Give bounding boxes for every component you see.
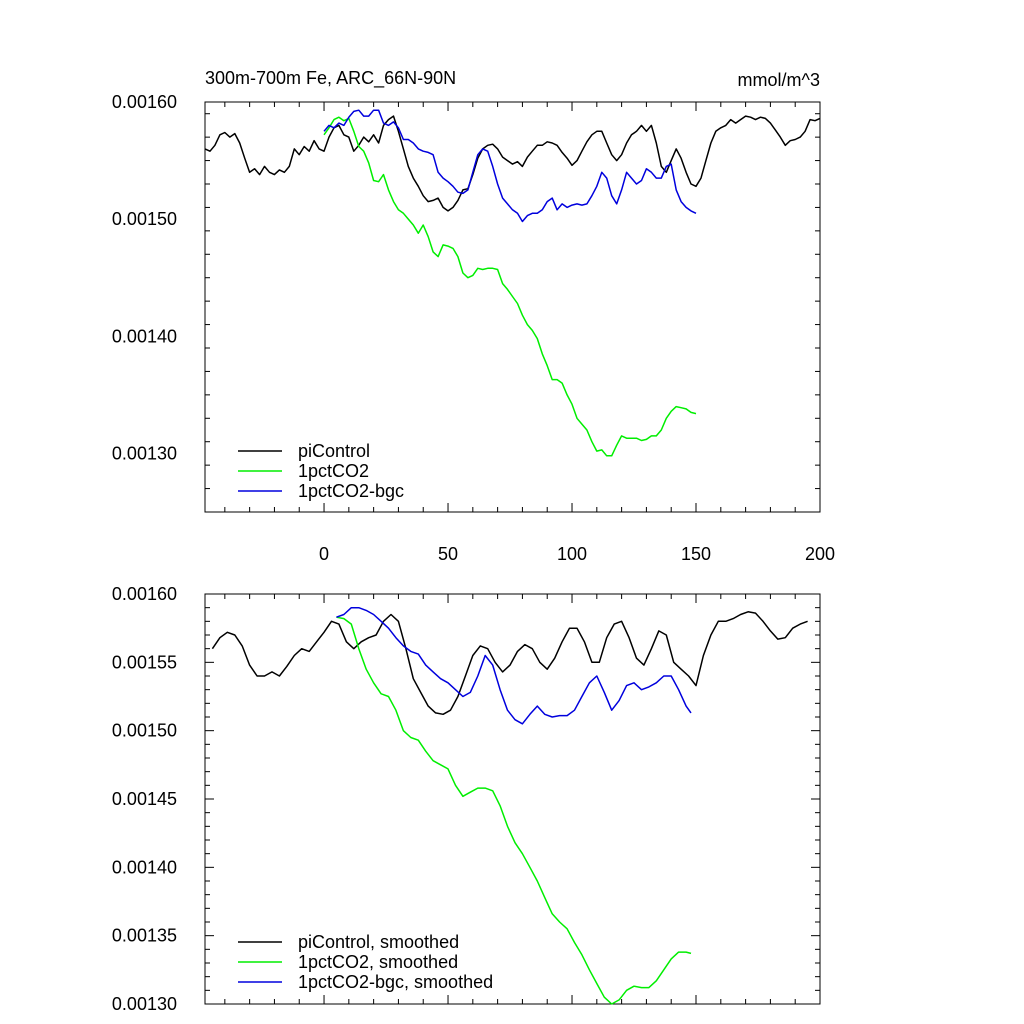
series-line-1pctCO2-bgc: [336, 606, 692, 725]
series-line-piControl: [211, 611, 808, 716]
y-tick-label: 0.00160: [112, 92, 177, 112]
series-line-1pctCO2: [323, 116, 697, 457]
series-lines-bottom: [211, 606, 808, 1005]
y-tick-label: 0.00150: [112, 209, 177, 229]
y-tick-labels-bottom: 0.00130 0.00135 0.00140 0.00145 0.00150 0.001…: [112, 584, 177, 1014]
y-tick-label: 0.00155: [112, 652, 177, 672]
plot-frame-top: [204, 101, 821, 513]
y-tick-label: 0.00130: [112, 994, 177, 1014]
y-tick-label: 0.00130: [112, 443, 177, 463]
y-tick-label: 0.00160: [112, 584, 177, 604]
y-tick-label: 0.00150: [112, 721, 177, 741]
y-tick-label: 0.00140: [112, 326, 177, 346]
x-tick-label: 200: [805, 544, 835, 564]
legend-label: piControl, smoothed: [298, 932, 459, 952]
y-tick-label: 0.00140: [112, 857, 177, 877]
series-line-1pctCO2: [336, 616, 692, 1005]
top-panel: 300m-700m Fe, ARC_66N-90N mmol/m^3 0 50 10…: [112, 68, 835, 564]
y-tick-label: 0.00145: [112, 789, 177, 809]
ticks-top: [205, 102, 821, 513]
x-tick-labels-top: 0 50 100 150 200: [319, 544, 835, 564]
legend-label: 1pctCO2-bgc, smoothed: [298, 972, 493, 992]
y-tick-label: 0.00135: [112, 926, 177, 946]
x-tick-label: 100: [557, 544, 587, 564]
legend-label: 1pctCO2-bgc: [298, 481, 404, 501]
bottom-panel: 0.00130 0.00135 0.00140 0.00145 0.00150 0.001…: [112, 584, 821, 1014]
chart-title: 300m-700m Fe, ARC_66N-90N: [205, 68, 456, 89]
x-tick-label: 50: [438, 544, 458, 564]
y-tick-labels-top: 0.00130 0.00140 0.00150 0.00160: [112, 92, 177, 463]
x-tick-label: 0: [319, 544, 329, 564]
units-label: mmol/m^3: [738, 70, 820, 90]
series-lines-top: [204, 109, 821, 457]
series-line-1pctCO2-bgc: [323, 109, 697, 223]
series-line-piControl: [204, 115, 821, 212]
x-tick-label: 150: [681, 544, 711, 564]
ticks-bottom: [205, 593, 821, 1005]
legend-label: 1pctCO2, smoothed: [298, 952, 458, 972]
legend-label: 1pctCO2: [298, 461, 369, 481]
legend-label: piControl: [298, 441, 370, 461]
